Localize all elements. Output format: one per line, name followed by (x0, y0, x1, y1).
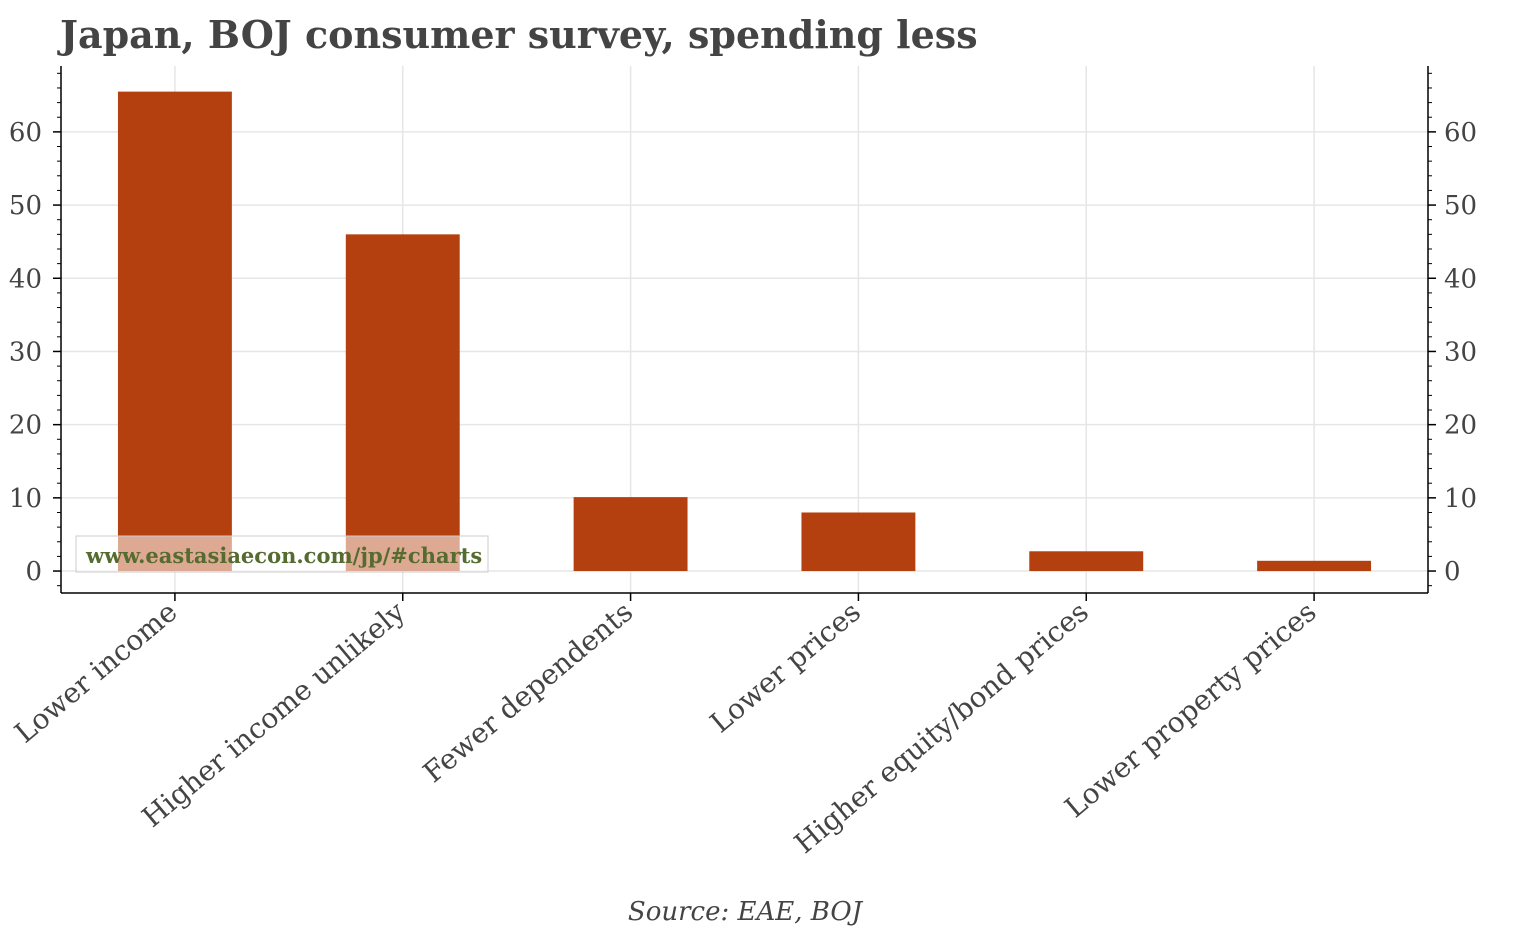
watermark-background (75, 535, 489, 573)
y-tick-label-right: 60 (1444, 118, 1477, 148)
source-note: Source: EAE, BOJ (628, 897, 864, 927)
grid (61, 66, 1428, 593)
chart-title: Japan, BOJ consumer survey, spending les… (57, 12, 978, 57)
bar (573, 497, 688, 572)
x-tick-label: Lower prices (704, 595, 867, 739)
y-tick-label-right: 10 (1444, 484, 1477, 514)
y-tick-label-left: 30 (9, 337, 42, 367)
x-tick-label: Lower property prices (1058, 595, 1322, 824)
y-tick-label-left: 10 (9, 484, 42, 514)
y-tick-label-right: 0 (1444, 557, 1461, 587)
y-tick-label-left: 0 (25, 557, 42, 587)
x-tick-label: Fewer dependents (417, 595, 639, 789)
y-tick-label-right: 40 (1444, 264, 1477, 294)
x-tick-label: Higher income unlikely (136, 595, 412, 834)
bars (117, 91, 1372, 572)
y-tick-label-left: 20 (9, 411, 42, 441)
x-tick-label: Lower income (8, 595, 183, 749)
y-tick-label-left: 60 (9, 118, 42, 148)
bar (1257, 560, 1372, 572)
y-tick-label-right: 20 (1444, 411, 1477, 441)
y-tick-label-right: 30 (1444, 337, 1477, 367)
bar (117, 91, 232, 572)
axes (53, 66, 1436, 601)
watermark-box: www.eastasiaecon.com/jp/#charts (75, 535, 489, 573)
y-tick-label-left: 50 (9, 191, 42, 221)
y-tick-label-left: 40 (9, 264, 42, 294)
bar (1029, 551, 1144, 572)
watermark-text: www.eastasiaecon.com/jp/#charts (85, 543, 482, 568)
bar (801, 512, 916, 572)
bar (345, 234, 460, 572)
y-tick-label-right: 50 (1444, 191, 1477, 221)
